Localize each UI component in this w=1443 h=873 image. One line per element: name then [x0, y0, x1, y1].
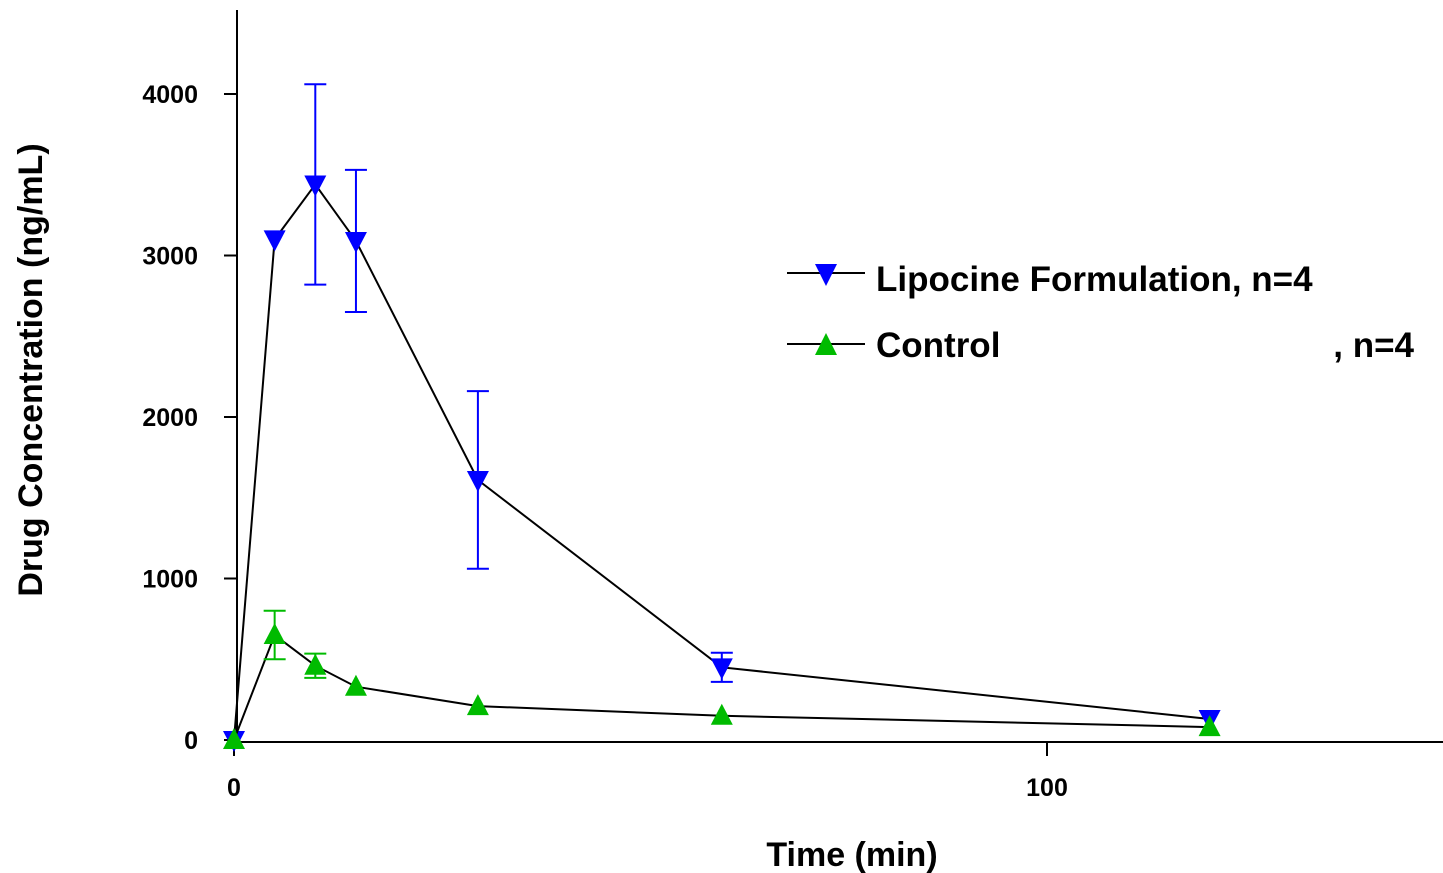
y-axis-title: Drug Concentration (ng/mL) [12, 143, 50, 596]
data-point [304, 175, 327, 197]
x-tick-label: 100 [1026, 774, 1068, 802]
series-2 [223, 609, 1221, 749]
data-point [1198, 715, 1221, 737]
legend-marker-control [815, 333, 837, 355]
legend-label-control: Control [876, 326, 1000, 365]
axes [236, 10, 1443, 743]
data-point [263, 623, 286, 645]
data-point [304, 653, 327, 675]
data-point [710, 703, 733, 725]
x-tick-label: 0 [227, 774, 241, 802]
legend-marker-lipocine [815, 264, 837, 286]
data-point [466, 470, 489, 492]
data-point [344, 231, 367, 253]
y-tick-label: 0 [184, 727, 198, 755]
data-point [223, 728, 245, 749]
data-point [263, 230, 286, 252]
legend-label-lipocine: Lipocine Formulation, n=4 [876, 260, 1313, 299]
data-point [344, 674, 367, 696]
series-1 [223, 83, 1221, 752]
data-point [710, 658, 733, 680]
legend-label-control-suffix: , n=4 [1333, 326, 1414, 365]
y-tick-label: 4000 [142, 81, 198, 109]
x-axis-title: Time (min) [766, 836, 937, 873]
y-tick-label: 3000 [142, 243, 198, 271]
legend: Lipocine Formulation, n=4 Control , n=4 [787, 260, 1415, 365]
data-point [466, 694, 489, 716]
y-tick-label: 1000 [142, 566, 198, 594]
y-ticks: 0 1000 2000 3000 4000 [142, 81, 237, 755]
x-ticks: 0 100 [227, 742, 1068, 802]
y-tick-label: 2000 [142, 404, 198, 432]
series-layer [223, 83, 1221, 752]
